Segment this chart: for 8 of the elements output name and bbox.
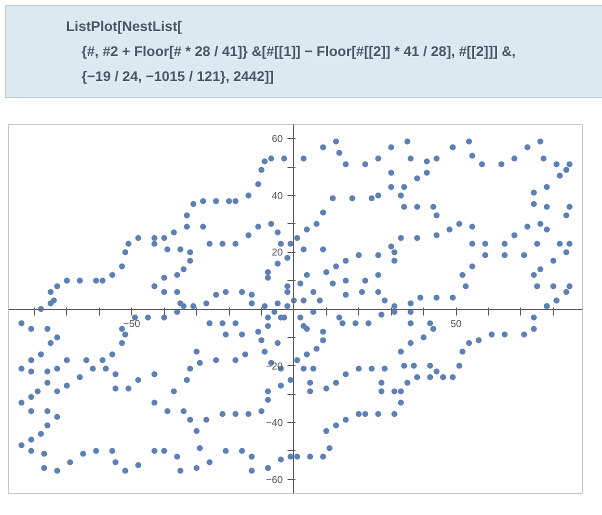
x-tick-label: −50 (123, 319, 141, 330)
y-tick-label: −40 (266, 418, 284, 430)
chart-title: ListPlot[NestList[ {#, #2 + Floor[# * 28 / 41]} &[#[[1]] − Floor[#[[2]] * 41 / 28], #[[2]]] &, {−19 / 24, −1015 / 121}, 2442]] (5, 5, 602, 98)
y-tick-label: −60 (266, 474, 284, 486)
y-tick-label: 20 (272, 248, 284, 259)
y-tick-label: 40 (272, 190, 284, 202)
x-tick-label: 50 (450, 319, 462, 330)
y-tick-label: 60 (272, 134, 284, 146)
